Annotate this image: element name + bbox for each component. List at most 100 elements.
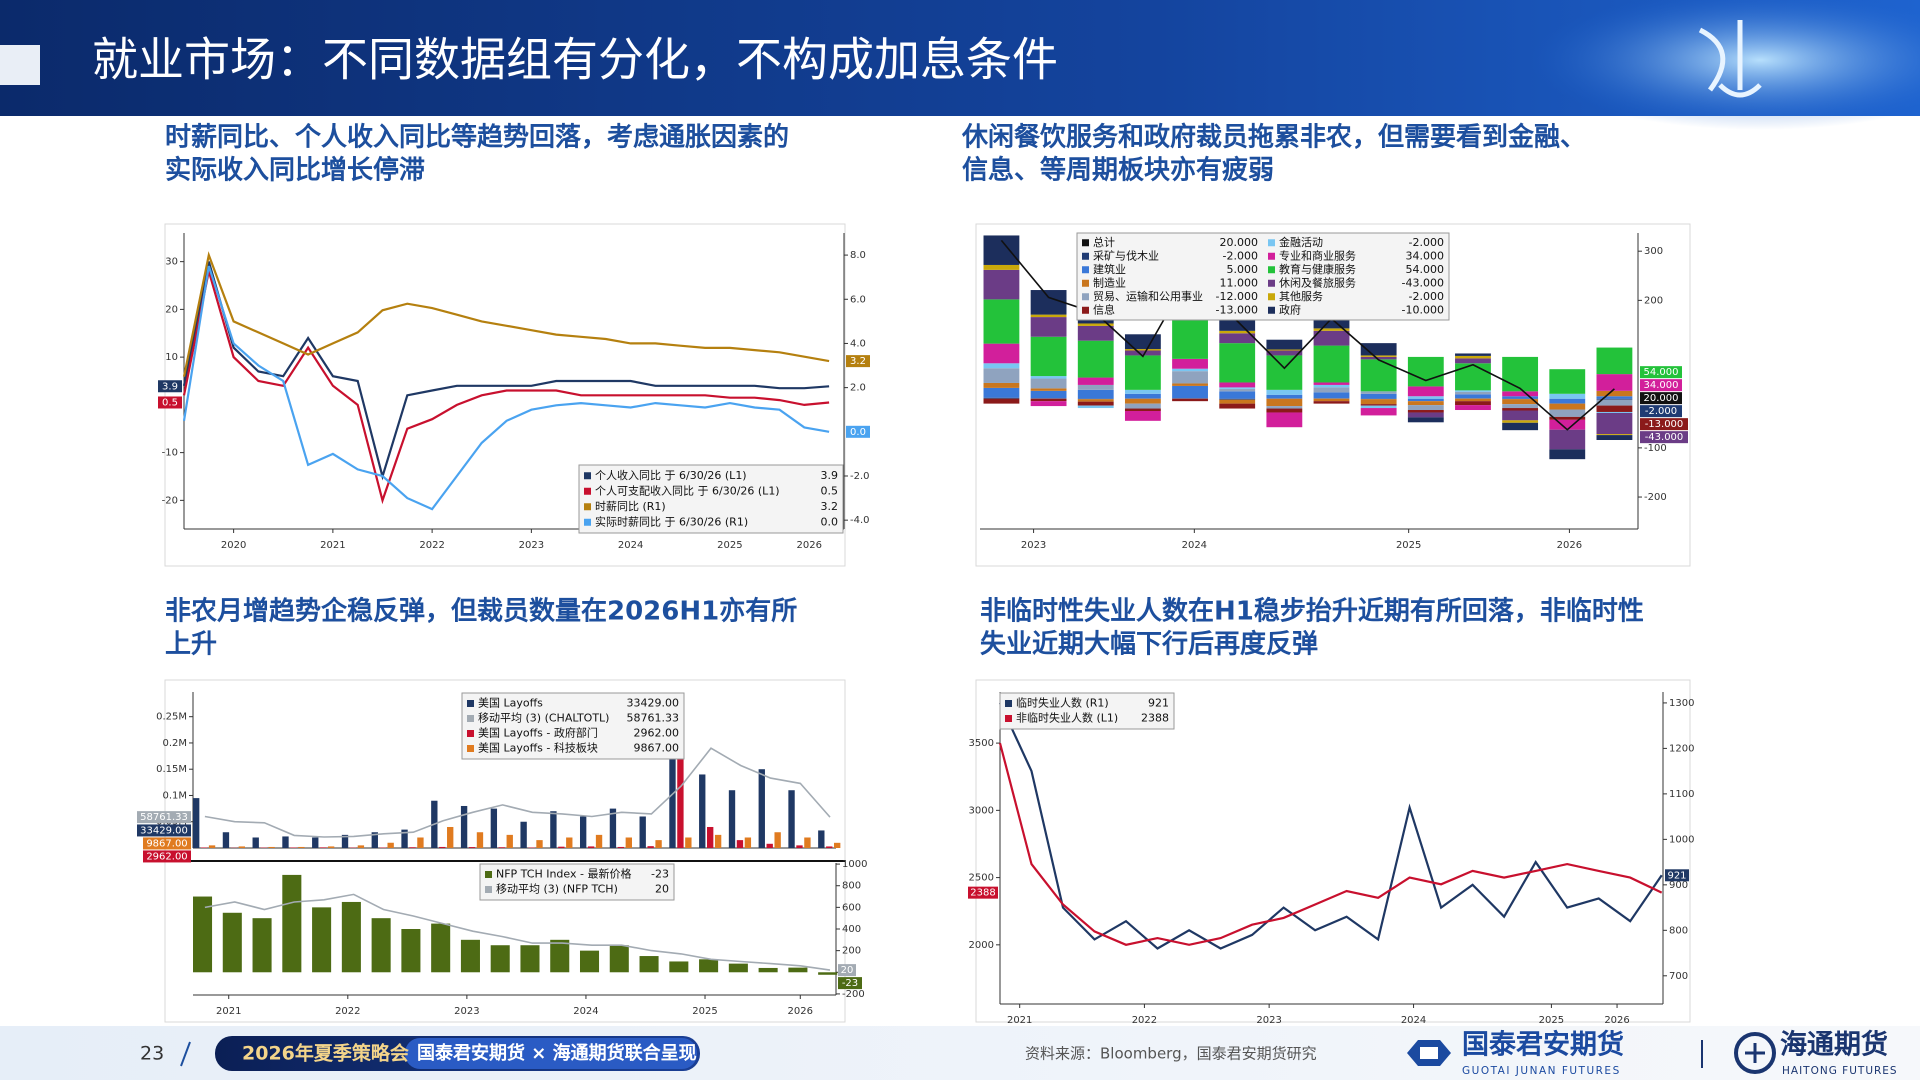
- x-tick-label: 2024: [1401, 1015, 1426, 1026]
- value-tag: [1640, 431, 1688, 444]
- bar: [566, 837, 573, 848]
- bar-segment: [1266, 408, 1303, 413]
- bar-segment: [1219, 330, 1256, 334]
- source-note: 资料来源：Bloomberg，国泰君安期货研究: [1025, 1045, 1317, 1063]
- y-tick-label: -2.0: [850, 471, 870, 482]
- bar-segment: [1455, 353, 1491, 356]
- bar: [550, 811, 557, 848]
- value-tag: [1640, 418, 1688, 431]
- bar: [655, 840, 662, 848]
- bar-segment: [1549, 416, 1586, 420]
- y-tick-label: 0.15M: [156, 764, 187, 775]
- bar-segment: [1266, 389, 1303, 395]
- y-tick-label: -10: [162, 448, 178, 459]
- bar: [804, 837, 811, 848]
- bar-segment: [983, 382, 1020, 388]
- bar-segment: [1455, 358, 1491, 364]
- bar: [371, 832, 378, 848]
- bar: [506, 834, 513, 848]
- bar-segment: [1407, 386, 1444, 397]
- bar-segment: [1313, 384, 1350, 388]
- y-tick-label: 600: [842, 902, 861, 913]
- bar: [536, 840, 543, 848]
- bar-segment: [1219, 403, 1256, 409]
- bar-segment: [1030, 398, 1067, 402]
- bar-segment: [983, 368, 1020, 383]
- bar-segment: [983, 387, 1020, 398]
- bar-segment: [1124, 393, 1161, 399]
- bar-segment: [1596, 374, 1633, 391]
- y-tick-label: 800: [842, 881, 861, 892]
- bar: [558, 846, 565, 848]
- bar-segment: [1030, 336, 1067, 377]
- legend-value: 2388: [1141, 712, 1169, 725]
- bar-segment: [983, 363, 1020, 369]
- y-tick-label: -20: [162, 495, 178, 506]
- bar: [758, 967, 778, 973]
- value-tag-label: 3.9: [162, 381, 178, 392]
- legend-swatch: [485, 871, 492, 878]
- y-tick-label: 1300: [1669, 698, 1694, 709]
- legend-label: 非临时失业人数 (L1): [1016, 711, 1118, 725]
- bar-segment: [1407, 412, 1444, 418]
- bar-segment: [1596, 411, 1633, 413]
- bar: [208, 845, 216, 848]
- legend-swatch: [584, 503, 591, 511]
- legend-swatch: [1082, 306, 1089, 314]
- legend-swatch: [1268, 293, 1275, 301]
- series-line: [204, 893, 831, 971]
- bar: [431, 923, 451, 973]
- bar: [320, 847, 327, 848]
- value-tag-label: 33429.00: [140, 825, 188, 836]
- legend-swatch: [584, 472, 591, 480]
- bar: [312, 837, 319, 848]
- haitong-logo-text: 海通期货: [1780, 1029, 1888, 1061]
- haitong-logo-inner: [1745, 1043, 1765, 1063]
- y-tick-label: 6.0: [850, 294, 866, 305]
- legend-value: -13.000: [1216, 303, 1258, 316]
- bar-segment: [983, 299, 1020, 344]
- value-tag: [1640, 379, 1682, 392]
- y-tick-label: 3500: [969, 738, 994, 749]
- legend-box: [461, 692, 685, 760]
- legend-label: 移动平均 (3) (NFP TCH): [496, 883, 618, 896]
- bar: [587, 846, 595, 848]
- value-tag: [143, 850, 191, 863]
- value-tag: [1640, 366, 1682, 379]
- y-tick-label: 30: [165, 257, 178, 268]
- bar: [252, 837, 259, 848]
- legend-label: 政府: [1279, 302, 1301, 316]
- bar-segment: [1124, 350, 1161, 356]
- bar-segment: [1077, 401, 1114, 406]
- bar-segment: [1596, 398, 1633, 400]
- bar: [490, 945, 510, 973]
- legend-label: 信息: [1093, 302, 1115, 316]
- bar: [766, 843, 773, 848]
- bar-segment: [1266, 412, 1303, 428]
- bar-segment: [1360, 408, 1397, 416]
- legend-value: -2.000: [1223, 249, 1258, 262]
- bar-segment: [1030, 388, 1067, 391]
- y-tick-label: 2500: [969, 873, 994, 884]
- x-tick-label: 2022: [1132, 1015, 1157, 1026]
- bar: [834, 842, 841, 848]
- bar-segment: [1407, 401, 1444, 406]
- bar-segment: [1219, 398, 1256, 400]
- x-tick-label: 2023: [1256, 1015, 1281, 1026]
- x-tick-label: 2023: [519, 540, 544, 551]
- bar-segment: [1455, 394, 1491, 399]
- bar-segment: [1077, 384, 1114, 390]
- gtja-logo-inner: [1420, 1047, 1438, 1059]
- panel-title: 非农月增趋势企稳反弹，但裁员数量在2026H1亦有所: [165, 596, 797, 627]
- legend-box: [578, 464, 844, 534]
- bar: [818, 972, 838, 975]
- value-tag-label: 20: [841, 965, 854, 976]
- value-tag-label: 0.0: [850, 427, 866, 438]
- y-tick-label: 200: [1644, 295, 1663, 306]
- y-tick-label: 1000: [1669, 834, 1694, 845]
- bar-segment: [1030, 401, 1067, 407]
- legend-value: 921: [1148, 697, 1169, 710]
- x-tick-label: 2025: [692, 1006, 717, 1017]
- bar-segment: [1266, 350, 1303, 356]
- legend-label: 个人收入同比 于 6/30/26 (L1): [595, 468, 747, 482]
